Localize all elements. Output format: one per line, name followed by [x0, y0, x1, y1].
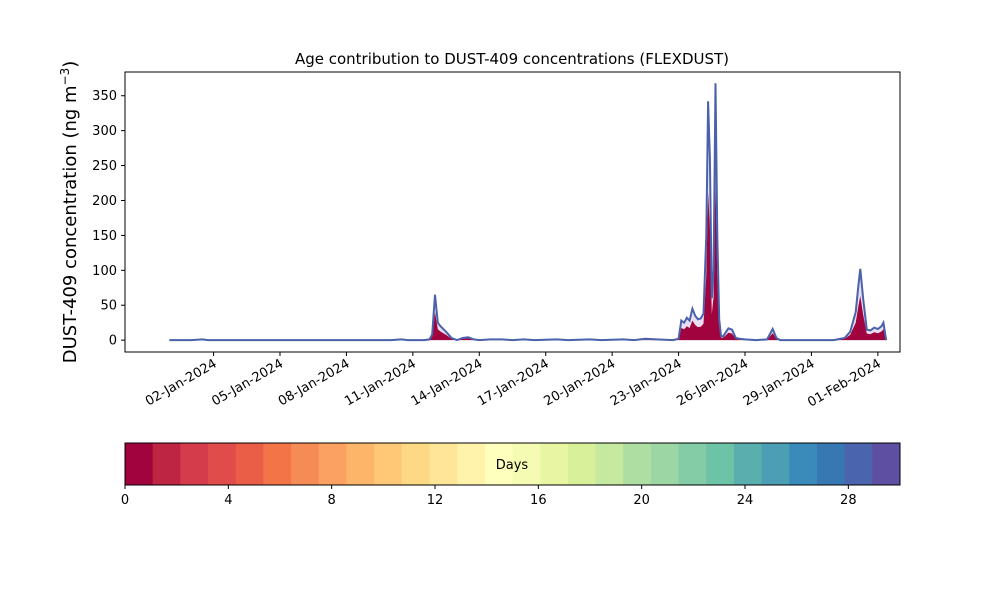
colorbar-segment	[263, 443, 292, 485]
colorbar-segment	[706, 443, 735, 485]
y-tick-label: 150	[92, 229, 117, 244]
colorbar-segment	[291, 443, 320, 485]
colorbar-segment	[208, 443, 237, 485]
colorbar-label: Days	[496, 458, 529, 473]
colorbar-segment	[457, 443, 486, 485]
colorbar-segment	[401, 443, 430, 485]
colorbar-tick-label: 16	[530, 493, 547, 508]
colorbar-tick-label: 24	[737, 493, 754, 508]
colorbar-segment	[789, 443, 818, 485]
colorbar-segment	[623, 443, 652, 485]
x-tick-label: 08-Jan-2024	[276, 356, 353, 409]
colorbar-segment	[318, 443, 347, 485]
x-axis: 02-Jan-202405-Jan-202408-Jan-202411-Jan-…	[143, 352, 884, 410]
y-axis-label-main: DUST-409 concentration (ng m	[60, 85, 81, 363]
colorbar-segment	[346, 443, 375, 485]
colorbar-segment	[125, 443, 154, 485]
colorbar-segment	[484, 443, 513, 485]
colorbar-segment	[235, 443, 264, 485]
x-tick-label: 23-Jan-2024	[608, 356, 685, 409]
colorbar-segment	[816, 443, 846, 485]
x-tick-label: 05-Jan-2024	[209, 356, 286, 409]
total-concentration-line	[169, 83, 888, 342]
colorbar-segment	[595, 443, 624, 485]
y-axis-label-unit: −3	[58, 68, 72, 86]
colorbar-segment	[733, 443, 763, 485]
x-tick-label: 02-Jan-2024	[143, 356, 220, 409]
colorbar-segment	[872, 443, 901, 485]
colorbar-tick-label: 4	[224, 493, 232, 508]
colorbar-segment	[650, 443, 680, 485]
colorbar-tick-label: 20	[633, 493, 650, 508]
colorbar-segment	[180, 443, 209, 485]
colorbar-tick-label: 12	[427, 493, 444, 508]
x-tick-label: 11-Jan-2024	[342, 356, 419, 409]
plot-area	[169, 83, 888, 342]
colorbar-segment	[429, 443, 458, 485]
x-tick-label: 14-Jan-2024	[409, 356, 486, 409]
colorbar-segment	[678, 443, 707, 485]
y-tick-label: 50	[100, 299, 117, 314]
colorbar-tick-label: 0	[121, 493, 129, 508]
y-axis: 0 50 100 150 200 250 300 350	[92, 89, 125, 349]
x-tick-label: 26-Jan-2024	[674, 356, 751, 409]
age-area-0-1-days	[169, 180, 887, 341]
age-area-older	[169, 83, 887, 341]
colorbar-tick-label: 28	[840, 493, 857, 508]
colorbar-tick-label: 8	[328, 493, 336, 508]
colorbar-segment	[540, 443, 569, 485]
x-tick-label: 20-Jan-2024	[542, 356, 619, 409]
y-tick-label: 300	[92, 124, 117, 139]
colorbar-segment	[567, 443, 597, 485]
y-axis-label-close: )	[60, 61, 81, 68]
colorbar-segment	[844, 443, 873, 485]
x-tick-label: 17-Jan-2024	[475, 356, 552, 409]
colorbar-segment	[512, 443, 541, 485]
y-tick-label: 200	[92, 194, 117, 209]
colorbar-frame	[124, 442, 901, 486]
y-tick-label: 350	[92, 89, 117, 104]
y-tick-label: 100	[92, 264, 117, 279]
colorbar-segment	[761, 443, 790, 485]
y-axis-label: DUST-409 concentration (ng m−3)	[58, 61, 81, 364]
colorbar-segment	[152, 443, 181, 485]
chart-title: Age contribution to DUST-409 concentrati…	[295, 50, 729, 68]
colorbar: 0 4 8 12 16 20 24 28	[121, 443, 901, 508]
x-tick-label: 29-Jan-2024	[741, 356, 818, 409]
y-tick-label: 0	[109, 334, 117, 349]
colorbar-segment	[374, 443, 403, 485]
plot-frame	[124, 71, 901, 353]
y-tick-label: 250	[92, 159, 117, 174]
x-tick-label: 01-Feb-2024	[805, 356, 884, 410]
